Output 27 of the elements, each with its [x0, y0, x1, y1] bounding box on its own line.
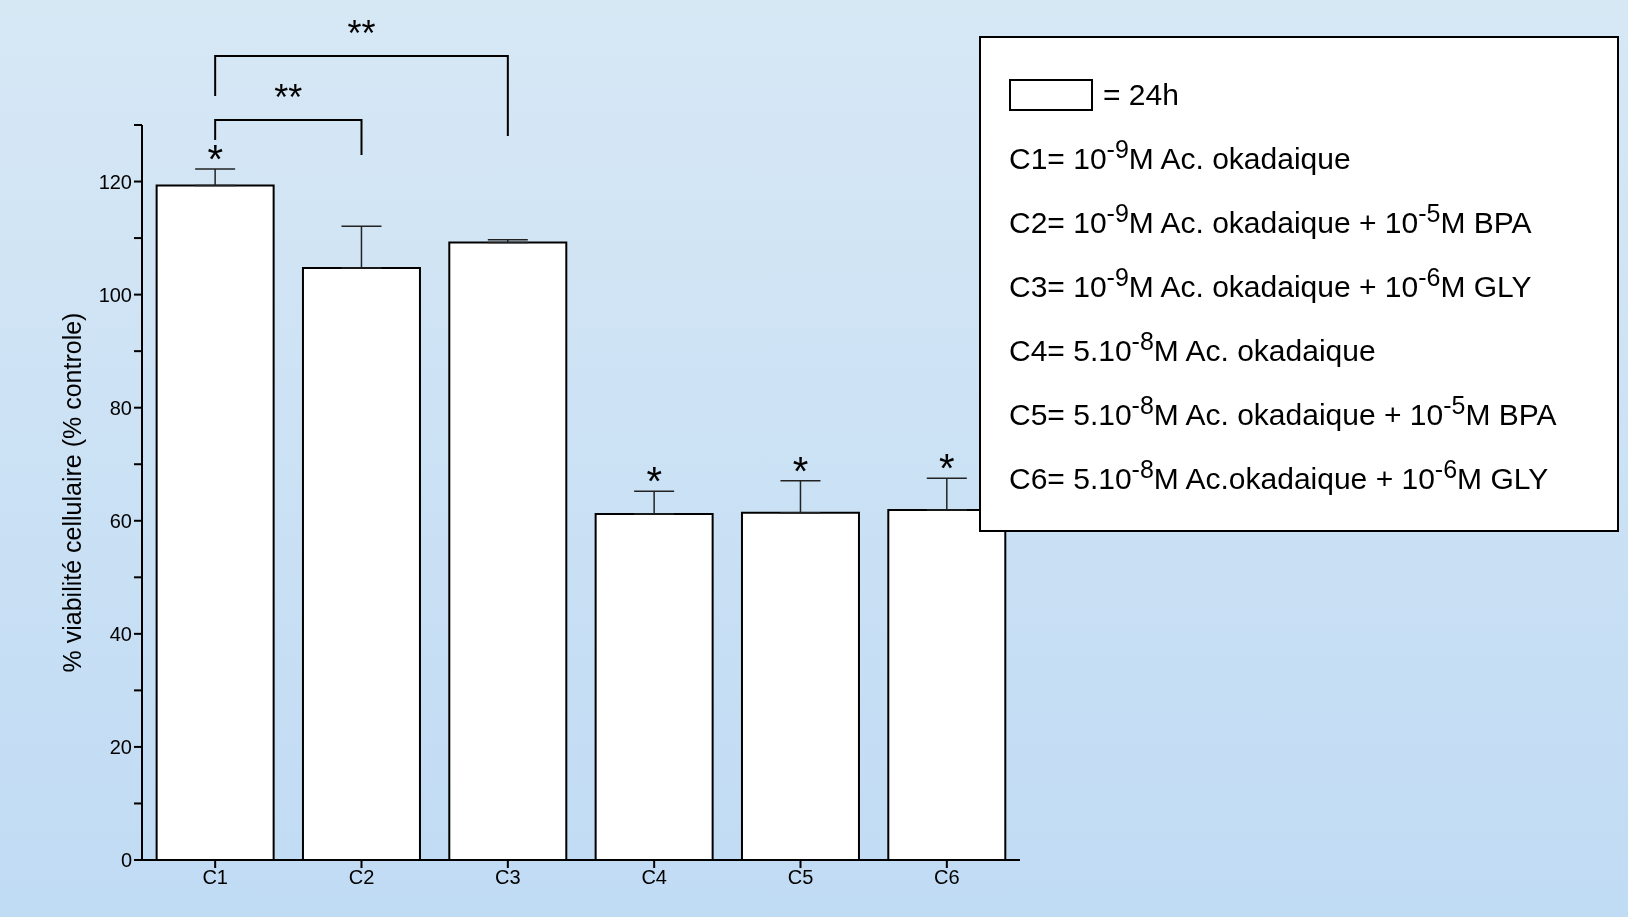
x-tick-label: C6	[934, 866, 960, 889]
annotation: *	[939, 446, 955, 491]
y-tick-label: 120	[98, 170, 132, 193]
y-axis-title: % viabilité cellulaire (% controle)	[57, 312, 86, 673]
y-tick-label: 60	[109, 509, 132, 532]
annotation: *	[792, 448, 809, 493]
y-tick-label: 20	[109, 736, 132, 759]
y-tick-label: 40	[109, 622, 132, 645]
annotation: C6= 5.10$^{-8}$M Ac.okadaique + 10$^{-6}$M GLY	[1009, 454, 1550, 497]
y-tick-label: 100	[98, 283, 132, 306]
annotation: C3= 10$^{-9}$M Ac. okadaique + 10$^{-6}$M GLY	[1009, 262, 1533, 305]
y-tick-label: 80	[109, 396, 132, 419]
annotation: C2= 10$^{-9}$M Ac. okadaique + 10$^{-5}$M BPA	[1009, 198, 1533, 241]
legend-label: = 24h	[1103, 77, 1179, 113]
x-tick-label: C3	[495, 866, 521, 889]
annotation: C1= 10$^{-9}$M Ac. okadaique	[1009, 134, 1352, 177]
annotation: C5= 5.10$^{-8}$M Ac. okadaique + 10$^{-5}$M BPA	[1009, 390, 1558, 433]
x-tick-label: C1	[202, 866, 228, 889]
y-tick-label: 0	[120, 849, 132, 872]
annotation: *	[646, 459, 662, 504]
x-tick-label: C5	[787, 866, 814, 889]
x-tick-label: C4	[641, 866, 667, 889]
annotation: C4= 5.10$^{-8}$M Ac. okadaique	[1009, 326, 1377, 369]
text: **	[347, 13, 376, 54]
annotation: *	[207, 137, 223, 182]
text: **	[274, 77, 303, 118]
x-tick-label: C2	[348, 866, 375, 889]
